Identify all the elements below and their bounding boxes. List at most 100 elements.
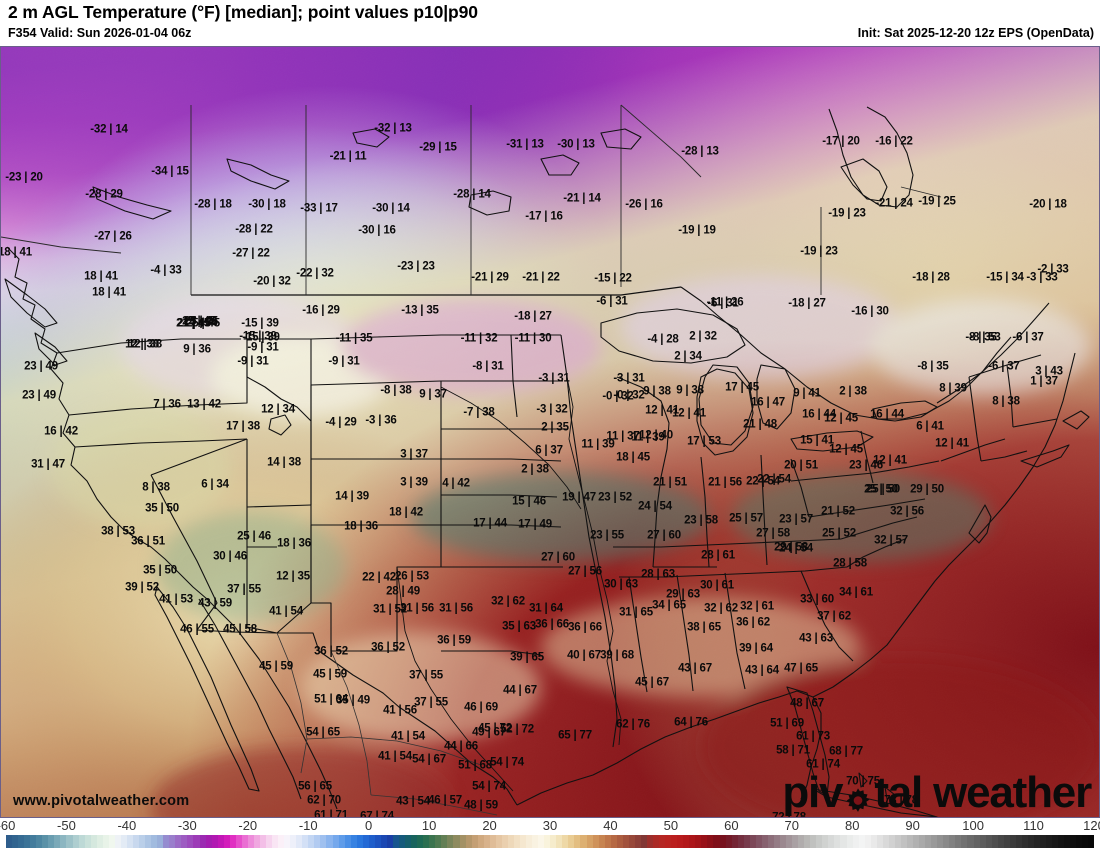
- colorbar-swatch: [157, 835, 164, 848]
- colorbar-swatch: [888, 835, 895, 848]
- colorbar-swatch: [1009, 835, 1016, 848]
- colorbar-swatch: [1015, 835, 1022, 848]
- colorbar-swatch: [320, 835, 327, 848]
- map-panel[interactable]: -32 | 14 -23 | 20 -34 | 15 -28 | 29 -27 | 26…: [0, 46, 1100, 818]
- colorbar-swatch: [550, 835, 557, 848]
- colorbar-swatch: [284, 835, 291, 848]
- colorbar-swatch: [259, 835, 267, 848]
- colorbar-tick-label: 20: [482, 818, 497, 833]
- colorbar-swatch: [332, 835, 339, 848]
- colorbar-swatch: [1040, 835, 1047, 848]
- colorbar-swatch: [187, 835, 194, 848]
- colorbar-swatch: [114, 835, 121, 848]
- colorbar-swatch: [937, 835, 944, 848]
- brand-text-part1: piv: [782, 768, 843, 817]
- colorbar-tick-label: 70: [784, 818, 799, 833]
- colorbar-swatch: [30, 835, 37, 848]
- colorbar-swatch: [973, 835, 980, 848]
- colorbar-swatch: [574, 835, 581, 848]
- colorbar-swatch: [1021, 835, 1028, 848]
- colorbar-swatch: [181, 835, 188, 848]
- colorbar-swatch: [84, 835, 91, 848]
- colorbar-swatch: [931, 835, 938, 848]
- colorbar-swatch: [876, 835, 883, 848]
- colorbar-swatch: [411, 835, 418, 848]
- colorbar-swatch: [223, 835, 230, 848]
- colorbar-swatch: [798, 835, 805, 848]
- colorbar-swatch: [834, 835, 841, 848]
- colorbar-swatch: [193, 835, 200, 848]
- colorbar-swatch: [266, 835, 273, 848]
- colorbar-swatch: [405, 835, 412, 848]
- colorbar-swatch: [882, 835, 889, 848]
- colorbar-swatch: [435, 835, 442, 848]
- colorbar-swatch: [610, 835, 617, 848]
- header: 2 m AGL Temperature (°F) [median]; point…: [0, 0, 1100, 46]
- colorbar-swatch: [356, 835, 363, 848]
- colorbar-swatch: [423, 835, 430, 848]
- colorbar[interactable]: -60 -50 -40 -30 -20 -10 0 10 20 30 40 50 60 70 80 90 100…: [0, 818, 1100, 850]
- colorbar-swatch: [247, 835, 254, 848]
- colorbar-tick-label: -10: [298, 818, 318, 833]
- colorbar-tick-label: 40: [603, 818, 618, 833]
- colorbar-swatch: [489, 835, 496, 848]
- colorbar-swatch: [731, 835, 738, 848]
- colorbar-swatch: [241, 835, 248, 848]
- colorbar-tick-label: 90: [905, 818, 920, 833]
- colorbar-swatch: [870, 835, 877, 848]
- colorbar-swatch: [78, 835, 85, 848]
- colorbar-swatch: [616, 835, 623, 848]
- colorbar-swatch: [592, 835, 599, 848]
- colorbar-swatch: [272, 835, 279, 848]
- colorbar-swatch: [659, 835, 666, 848]
- colorbar-tick-label: 100: [962, 818, 984, 833]
- colorbar-swatch: [459, 835, 466, 848]
- colorbar-swatch: [737, 835, 744, 848]
- colorbar-swatch: [695, 835, 702, 848]
- colorbar-swatch: [1058, 835, 1065, 848]
- colorbar-swatch: [126, 835, 133, 848]
- colorbar-swatch: [501, 835, 508, 848]
- colorbar-swatch: [967, 835, 974, 848]
- colorbar-swatch: [979, 835, 986, 848]
- colorbar-swatch: [677, 835, 684, 848]
- colorbar-ticks: -60 -50 -40 -30 -20 -10 0 10 20 30 40 50 60 70 80 90 100…: [0, 818, 1100, 834]
- colorbar-swatch: [544, 835, 551, 848]
- colorbar-swatch: [175, 835, 182, 848]
- colorbar-swatch: [519, 835, 527, 848]
- colorbar-swatch: [713, 835, 720, 848]
- colorbar-tick-label: -30: [177, 818, 197, 833]
- colorbar-swatch: [417, 835, 424, 848]
- colorbar-swatch: [42, 835, 49, 848]
- colorbar-swatch: [786, 835, 793, 848]
- colorbar-swatch: [852, 835, 859, 848]
- colorbar-swatch: [169, 835, 176, 848]
- colorbar-swatch: [374, 835, 381, 848]
- geography-layer: [1, 104, 1090, 817]
- colorbar-swatch: [568, 835, 575, 848]
- colorbar-swatch: [961, 835, 968, 848]
- colorbar-swatch: [399, 835, 406, 848]
- colorbar-tick-label: -40: [117, 818, 137, 833]
- site-url-watermark: www.pivotalweather.com: [13, 793, 190, 809]
- colorbar-swatch: [864, 835, 871, 848]
- colorbar-swatch: [90, 835, 97, 848]
- colorbar-swatch: [229, 835, 236, 848]
- colorbar-swatch: [290, 835, 297, 848]
- brand-watermark: piv tal weather: [782, 768, 1092, 817]
- colorbar-swatch: [12, 835, 19, 848]
- colorbar-tick-label: 80: [844, 818, 860, 833]
- colorbar-swatch: [725, 835, 732, 848]
- colorbar-swatch: [18, 835, 25, 848]
- colorbar-swatch: [858, 835, 865, 848]
- colorbar-swatch: [846, 835, 853, 848]
- colorbar-swatch: [163, 835, 170, 848]
- colorbar-swatch: [767, 835, 774, 848]
- colorbar-swatch: [810, 835, 817, 848]
- colorbar-swatch: [646, 835, 654, 848]
- colorbar-swatch: [465, 835, 472, 848]
- colorbar-swatch: [707, 835, 714, 848]
- colorbar-swatch: [453, 835, 460, 848]
- colorbar-swatch: [773, 835, 780, 848]
